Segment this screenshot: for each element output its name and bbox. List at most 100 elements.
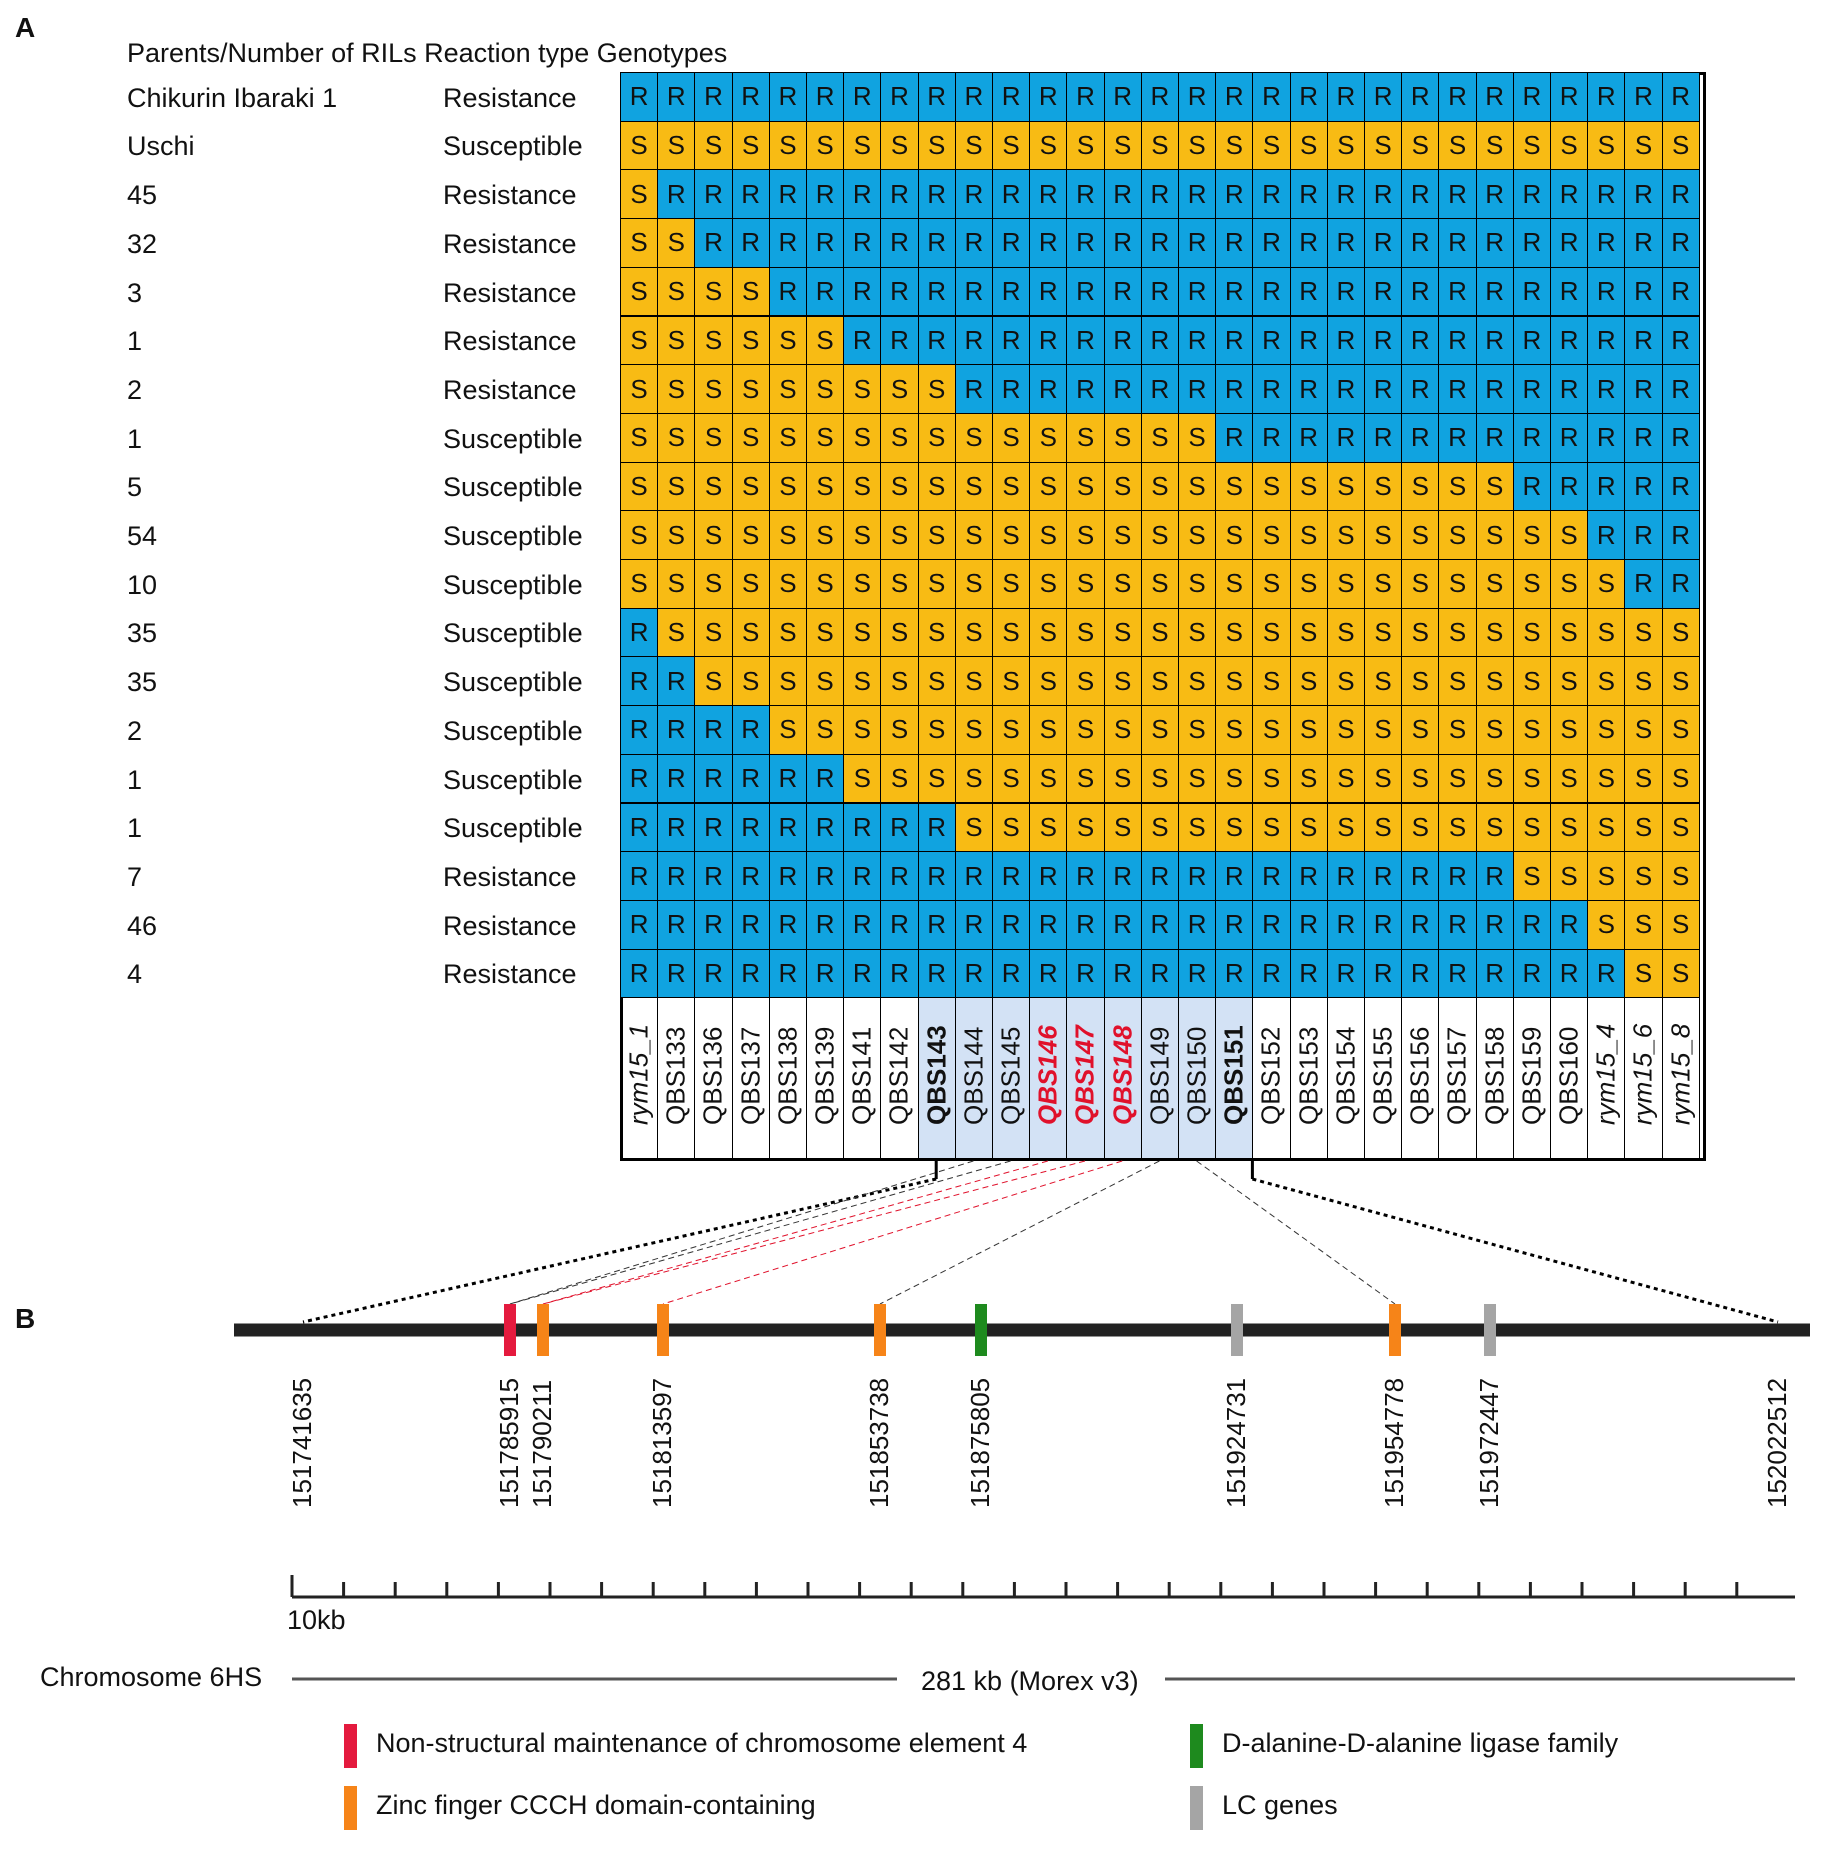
row-count-label: 1 (127, 423, 143, 454)
row-reaction-label: Resistance (443, 326, 577, 357)
row-reaction-label: Susceptible (443, 618, 583, 649)
genotype-cell: S (1066, 753, 1105, 804)
genotype-cell: R (694, 948, 733, 999)
row-reaction-label: Susceptible (443, 569, 583, 600)
genotype-cell: R (1587, 461, 1626, 512)
genotype-cell: S (843, 559, 882, 609)
genotype-cell: R (1587, 266, 1626, 317)
genotype-cell: S (1364, 753, 1403, 804)
genotype-cell: S (1140, 607, 1179, 658)
genotype-cell: S (1550, 802, 1589, 853)
genotype-cell: S (1103, 753, 1142, 804)
genotype-cell: S (620, 559, 659, 609)
genotype-cell: S (1103, 607, 1142, 658)
genotype-cell: R (1624, 364, 1663, 414)
row-count-label: 46 (127, 910, 158, 941)
genotype-cell: R (1029, 266, 1068, 317)
connector-line (662, 1160, 1123, 1305)
genotype-cell: S (843, 461, 882, 512)
genotype-cell: R (954, 266, 993, 317)
connector-line (1196, 1160, 1396, 1305)
row-count-label: 3 (127, 277, 143, 308)
row-reaction-label: Resistance (443, 959, 577, 990)
genotype-cell: R (1550, 899, 1589, 950)
gene-mark (504, 1304, 516, 1356)
genotype-cell: S (1140, 705, 1179, 755)
genotype-cell: R (1401, 266, 1440, 317)
genotype-cell: S (992, 705, 1031, 755)
genotype-cell: R (1252, 899, 1291, 950)
genotype-cell: S (806, 559, 845, 609)
genotype-cell: R (1661, 412, 1700, 463)
genotype-cell: R (1178, 315, 1217, 366)
genotype-cell: R (1587, 948, 1626, 999)
genotype-cell: S (1624, 948, 1663, 999)
genotype-cell: R (1029, 169, 1068, 220)
genotype-cell: S (1029, 461, 1068, 512)
genotype-cell: S (1550, 753, 1589, 804)
genotype-cell: R (806, 266, 845, 317)
genotype-cell: S (1512, 656, 1551, 707)
genotype-cell: R (1401, 218, 1440, 268)
genotype-cell: R (1252, 315, 1291, 366)
genotype-cell: S (917, 412, 956, 463)
gene-marks (504, 1304, 1496, 1356)
genotype-cell: R (1289, 899, 1328, 950)
connector-line (509, 1160, 974, 1305)
genotype-cell: R (954, 218, 993, 268)
marker-column: QBS136 (694, 997, 733, 1161)
genotype-cell: R (1029, 364, 1068, 414)
genotype-cell: R (917, 948, 956, 999)
legend-swatch (344, 1786, 357, 1830)
genotype-cell: R (1289, 851, 1328, 901)
genotype-cell: R (620, 899, 659, 950)
genotype-cell: S (992, 802, 1031, 853)
genotype-cell: S (954, 510, 993, 560)
row-reaction-label: Susceptible (443, 764, 583, 795)
genotype-cell: S (1066, 510, 1105, 560)
genotype-cell: S (1066, 559, 1105, 609)
genotype-cell: S (1215, 656, 1254, 707)
genotype-cell: S (917, 607, 956, 658)
genotype-cell: S (1364, 559, 1403, 609)
row-count-label: 1 (127, 764, 143, 795)
marker-connectors (302, 1160, 1779, 1324)
genotype-cell: R (768, 266, 807, 317)
genotype-cell: S (1364, 656, 1403, 707)
row-count-label: 1 (127, 813, 143, 844)
genotype-cell: R (1624, 218, 1663, 268)
genotype-cell: R (1140, 72, 1179, 122)
genotype-cell: R (954, 315, 993, 366)
genotype-cell: S (1289, 607, 1328, 658)
genotype-cell: S (806, 656, 845, 707)
genotype-cell: R (1029, 899, 1068, 950)
genotype-cell: S (1103, 120, 1142, 171)
genotype-cell: R (1252, 948, 1291, 999)
genotype-cell: S (1289, 510, 1328, 560)
genotype-cell: R (1289, 72, 1328, 122)
genotype-cell: R (1252, 169, 1291, 220)
genotype-cell: S (843, 364, 882, 414)
genotype-cell: R (806, 218, 845, 268)
genotype-cell: S (1066, 705, 1105, 755)
genotype-cell: R (880, 948, 919, 999)
genotype-cell: S (1326, 753, 1365, 804)
genotype-cell: S (731, 364, 770, 414)
genotype-cell: S (1475, 607, 1514, 658)
position-label: 151813597 (647, 1377, 677, 1508)
genotype-cell: S (1587, 802, 1626, 853)
genotype-cell: S (731, 120, 770, 171)
genotype-cell: S (731, 266, 770, 317)
genotype-cell: S (992, 656, 1031, 707)
row-reaction-label: Susceptible (443, 715, 583, 746)
genotype-cell: S (1215, 802, 1254, 853)
genotype-cell: R (1587, 315, 1626, 366)
genotype-cell: S (1587, 753, 1626, 804)
row-count-label: 2 (127, 715, 143, 746)
genotype-cell: R (620, 948, 659, 999)
genotype-cell: S (1438, 559, 1477, 609)
genotype-cell: R (880, 315, 919, 366)
genotype-cell: S (1401, 656, 1440, 707)
genotype-cell: R (731, 169, 770, 220)
